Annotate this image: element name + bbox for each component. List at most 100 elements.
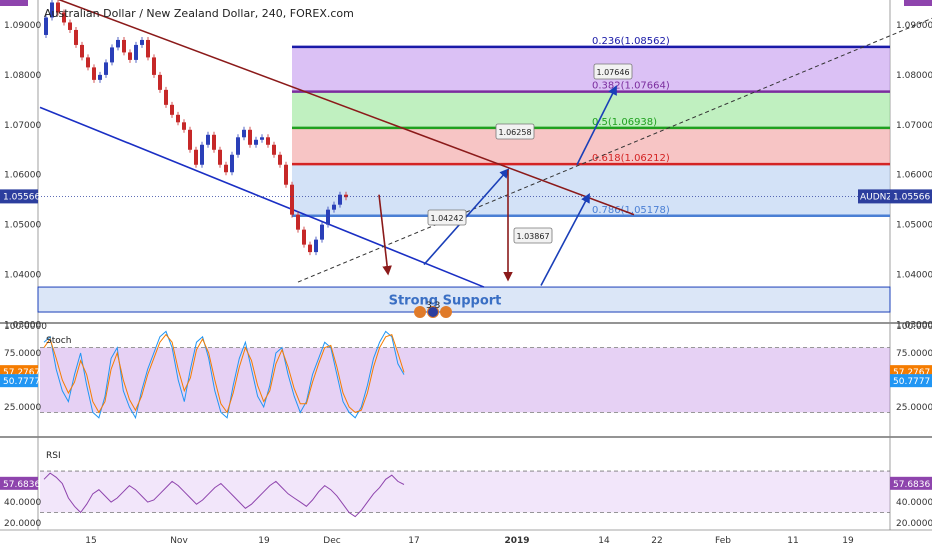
last-price-left: 1.05566 [3, 192, 40, 202]
candle-body [164, 89, 168, 105]
time-tick: 19 [258, 536, 270, 546]
candle-body [272, 144, 276, 155]
osc-tick-right: 40.0000 [896, 498, 932, 508]
trendline[interactable] [297, 7, 932, 283]
osc-tick-left: 75.0000 [4, 349, 41, 359]
candle-body [110, 47, 114, 63]
price-tick-left: 1.04000 [4, 271, 41, 281]
callout-box[interactable] [427, 209, 467, 226]
osc-value-right: 50.7777 [893, 377, 930, 387]
trendline[interactable] [40, 0, 635, 216]
projection-arrows[interactable] [378, 85, 617, 286]
osc-value-tag-right [890, 476, 932, 490]
candle-body [302, 229, 306, 245]
candle-body [170, 104, 174, 115]
candle-body [308, 244, 312, 253]
price-tick-left: 1.05000 [4, 221, 41, 231]
candle-body [158, 74, 162, 90]
callout-label: 1.03867 [516, 232, 549, 241]
callout-label: 1.07646 [596, 68, 629, 77]
candle-body [230, 154, 234, 173]
candle-body [338, 194, 342, 205]
projection-arrow[interactable] [576, 85, 617, 166]
candle-body [344, 194, 348, 198]
callout-box[interactable] [593, 63, 633, 80]
candle-body [194, 149, 198, 165]
symbol-tag [858, 189, 890, 204]
price-tick-left: 1.07000 [4, 121, 41, 131]
top-right-tag [904, 0, 932, 6]
projection-arrow[interactable] [540, 193, 590, 286]
price-tick-right: 1.06000 [896, 171, 932, 181]
fib-label: 0.236(1.08562) [592, 36, 670, 47]
time-tick: 15 [85, 536, 96, 546]
time-axis[interactable]: 15 Nov 19 Dec 17 2019 14 22 Feb 11 19 [85, 536, 854, 546]
osc-series-line [43, 330, 405, 420]
fib-label: 0.786(1.05178) [592, 205, 670, 216]
candle-body [122, 39, 126, 53]
price-tick-left: 1.08000 [4, 71, 41, 81]
support-zone[interactable]: Strong Support [37, 286, 891, 313]
trendlines[interactable] [39, 0, 932, 288]
fibonacci-retracement[interactable]: 0.236(1.08562) 0.382(1.07664) 0.5(1.06938)… [292, 36, 890, 218]
support-label: Strong Support [389, 294, 502, 309]
osc-value-left: 57.2767 [3, 368, 40, 378]
time-tick: Dec [323, 536, 340, 546]
time-tick: 22 [651, 536, 662, 546]
candle-body [206, 134, 210, 145]
osc-tick-right: 75.0000 [896, 349, 932, 359]
price-tick-right: 1.08000 [896, 71, 932, 81]
osc-series-line [43, 333, 405, 414]
osc-value-left: 50.7777 [3, 377, 40, 387]
fib-label: 0.5(1.06938) [592, 117, 657, 128]
candle-body [146, 39, 150, 58]
candle-body [236, 137, 240, 155]
osc-tick-left: 100.0000 [4, 322, 47, 332]
event-badge-icon[interactable]: 3 3 [414, 301, 452, 318]
support-box[interactable] [37, 286, 891, 313]
price-axis[interactable]: 1.09000 1.09000 1.08000 1.08000 1.07000 1.070… [4, 21, 932, 331]
osc-tick-right: 20.0000 [896, 519, 932, 529]
osc-tick-right: 100.0000 [896, 322, 932, 332]
candle-body [242, 129, 246, 138]
trendline[interactable] [39, 106, 485, 288]
osc-tick-left: 25.0000 [4, 403, 41, 413]
price-tick-right: 1.09000 [896, 21, 932, 31]
price-tick-right: 1.07000 [896, 121, 932, 131]
candle-body [224, 164, 228, 173]
candle-body [152, 57, 156, 75]
rsi-label: RSI [46, 451, 61, 461]
callout-box[interactable] [513, 227, 553, 244]
osc-tick-left: 40.0000 [4, 498, 41, 508]
chart-title: Australian Dollar / New Zealand Dollar, … [44, 7, 354, 20]
osc-value-right: 57.2767 [893, 368, 930, 378]
stoch-label: Stoch [46, 336, 71, 346]
top-left-tag [0, 0, 28, 6]
time-tick: Nov [170, 536, 188, 546]
candle-body [218, 149, 222, 165]
osc-value-tag-right [890, 374, 932, 388]
candle-body [176, 114, 180, 123]
candle-body [182, 122, 186, 130]
candle-body [296, 214, 300, 230]
candle-body [284, 164, 288, 185]
candle-body [134, 44, 138, 60]
callout-box[interactable] [495, 123, 535, 140]
candle-body [278, 154, 282, 165]
fib-zone [292, 46, 890, 92]
candle-body [92, 67, 96, 80]
osc-value-tag-left [0, 476, 38, 490]
price-tick-right: 1.04000 [896, 271, 932, 281]
projection-arrow[interactable] [378, 194, 392, 276]
candle-body [320, 224, 324, 240]
time-tick: 17 [408, 536, 419, 546]
stoch-panel[interactable]: 100.0000 100.0000 75.0000 75.0000 25.0000 25.… [0, 322, 932, 420]
price-callouts[interactable]: 1.07646 1.06258 1.04242 1.03867 [427, 63, 633, 244]
candle-body [332, 204, 336, 210]
candle-body [116, 39, 120, 48]
last-price-tag-left [0, 189, 38, 204]
rsi-panel[interactable]: 40.0000 40.0000 20.0000 20.0000 57.6836 57.68… [0, 470, 932, 529]
fib-label: 0.618(1.06212) [592, 153, 670, 164]
